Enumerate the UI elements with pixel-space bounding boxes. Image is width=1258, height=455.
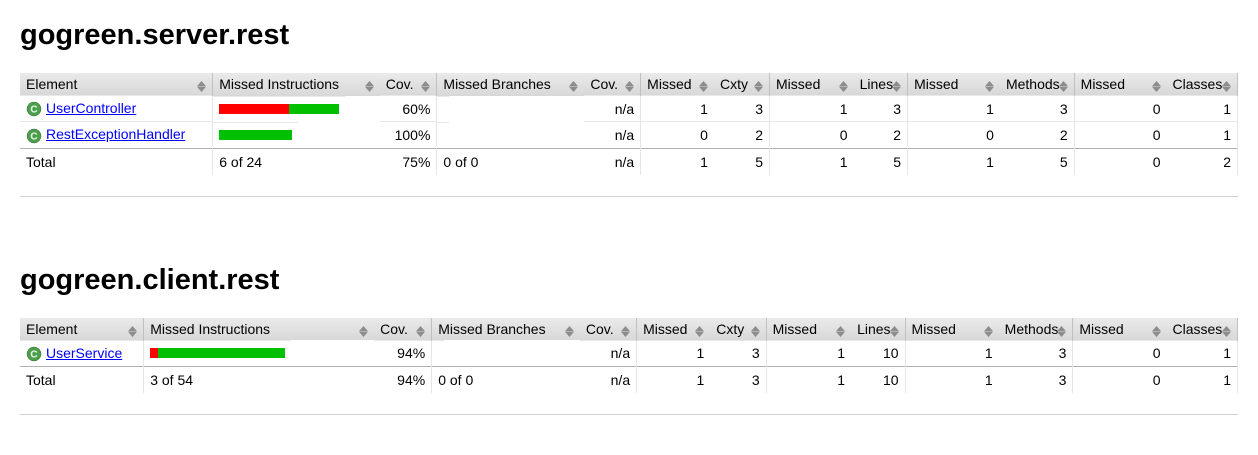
svg-text:C: C — [30, 349, 37, 360]
svg-text:C: C — [30, 105, 37, 116]
svg-text:C: C — [30, 131, 37, 142]
